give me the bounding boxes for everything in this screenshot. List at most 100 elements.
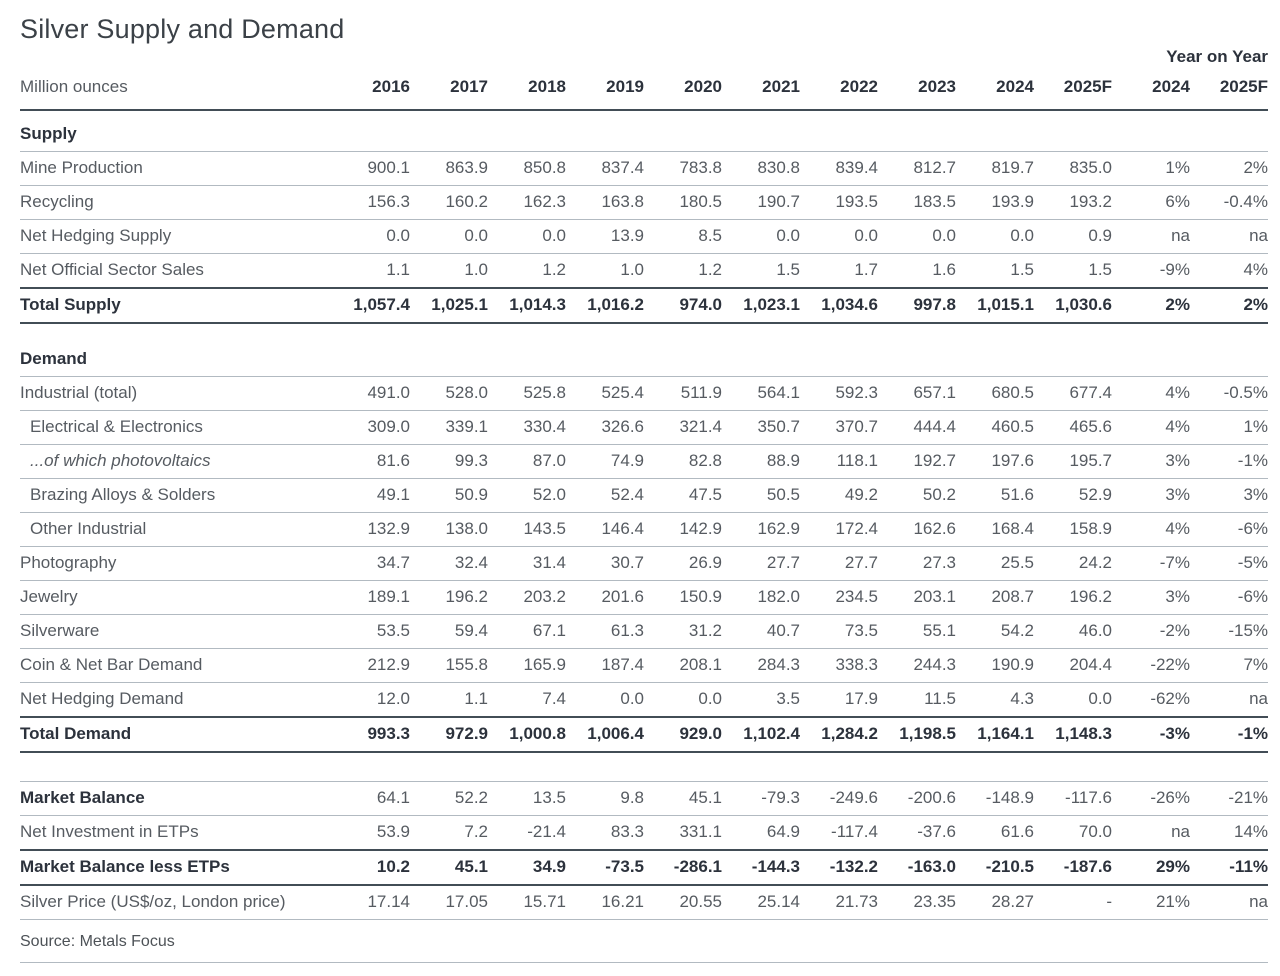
value-cell: 1,015.1 bbox=[956, 287, 1034, 324]
value-cell: 1,164.1 bbox=[956, 716, 1034, 753]
value-cell: 900.1 bbox=[332, 151, 410, 186]
value-cell: na bbox=[1190, 884, 1269, 920]
value-cell: 27.7 bbox=[722, 546, 800, 581]
row-label: Silverware bbox=[20, 614, 332, 649]
value-cell: 1,057.4 bbox=[332, 287, 410, 324]
value-cell: 972.9 bbox=[410, 716, 488, 753]
value-cell: 309.0 bbox=[332, 410, 410, 445]
value-cell: 203.2 bbox=[488, 580, 566, 615]
value-cell: 1.6 bbox=[878, 253, 956, 289]
value-cell: -11% bbox=[1190, 848, 1269, 886]
year-on-year-label: Year on Year bbox=[1166, 47, 1269, 66]
value-cell: 0.0 bbox=[1034, 682, 1112, 718]
table-row: Other Industrial 132.9 138.0 143.5 146.4 142.… bbox=[20, 512, 1269, 547]
total-row: Total Demand 993.3 972.9 1,000.8 1,006.4 929.… bbox=[20, 716, 1269, 753]
value-cell: 59.4 bbox=[410, 614, 488, 649]
year-column-header: 2025F bbox=[1034, 73, 1112, 111]
value-cell: 53.5 bbox=[332, 614, 410, 649]
value-cell: 1.2 bbox=[488, 253, 566, 289]
value-cell: 564.1 bbox=[722, 376, 800, 411]
year-column-header: 2023 bbox=[878, 73, 956, 111]
value-cell: 1,034.6 bbox=[800, 287, 878, 324]
value-cell: 143.5 bbox=[488, 512, 566, 547]
value-cell: 677.4 bbox=[1034, 376, 1112, 411]
table-row: Industrial (total) 491.0 528.0 525.8 525.4 51… bbox=[20, 376, 1269, 411]
value-cell: 27.7 bbox=[800, 546, 878, 581]
value-cell: 3.5 bbox=[722, 682, 800, 718]
value-cell: 350.7 bbox=[722, 410, 800, 445]
value-cell: 835.0 bbox=[1034, 151, 1112, 186]
table-row: Net Official Sector Sales 1.1 1.0 1.2 1.0 1.2… bbox=[20, 253, 1269, 289]
value-cell: 863.9 bbox=[410, 151, 488, 186]
value-cell: 67.1 bbox=[488, 614, 566, 649]
value-cell: 6% bbox=[1112, 185, 1190, 220]
year-column-header: 2024 bbox=[956, 73, 1034, 111]
value-cell: 0.0 bbox=[332, 219, 410, 254]
value-cell: -148.9 bbox=[956, 780, 1034, 816]
value-cell: 330.4 bbox=[488, 410, 566, 445]
value-cell: -62% bbox=[1112, 682, 1190, 718]
value-cell: -1% bbox=[1190, 444, 1269, 479]
row-label: Net Investment in ETPs bbox=[20, 815, 332, 850]
value-cell: 34.7 bbox=[332, 546, 410, 581]
value-cell: 193.9 bbox=[956, 185, 1034, 220]
value-cell: 1.0 bbox=[566, 253, 644, 289]
value-cell: 150.9 bbox=[644, 580, 722, 615]
value-cell: 34.9 bbox=[488, 848, 566, 886]
value-cell: -132.2 bbox=[800, 848, 878, 886]
value-cell: 1.5 bbox=[956, 253, 1034, 289]
value-cell: 47.5 bbox=[644, 478, 722, 513]
value-cell: -15% bbox=[1190, 614, 1269, 649]
value-cell: 1.7 bbox=[800, 253, 878, 289]
value-cell: 993.3 bbox=[332, 716, 410, 753]
value-cell: 3% bbox=[1112, 580, 1190, 615]
value-cell: 1.5 bbox=[1034, 253, 1112, 289]
value-cell: 1,025.1 bbox=[410, 287, 488, 324]
year-column-header: 2017 bbox=[410, 73, 488, 111]
value-cell: 52.0 bbox=[488, 478, 566, 513]
value-cell: 331.1 bbox=[644, 815, 722, 850]
value-cell: 20.55 bbox=[644, 884, 722, 920]
value-cell: 17.05 bbox=[410, 884, 488, 920]
value-cell: -117.4 bbox=[800, 815, 878, 850]
value-cell: 82.8 bbox=[644, 444, 722, 479]
value-cell: 87.0 bbox=[488, 444, 566, 479]
value-cell: - bbox=[1034, 884, 1112, 920]
value-cell: 21.73 bbox=[800, 884, 878, 920]
value-cell: 0.0 bbox=[488, 219, 566, 254]
supply-demand-table: Year on Year Million ounces 2016 2017 2018… bbox=[20, 47, 1269, 920]
value-cell: 511.9 bbox=[644, 376, 722, 411]
value-cell: 208.1 bbox=[644, 648, 722, 683]
value-cell: 81.6 bbox=[332, 444, 410, 479]
value-cell: -5% bbox=[1190, 546, 1269, 581]
value-cell: 201.6 bbox=[566, 580, 644, 615]
value-cell: 3% bbox=[1112, 478, 1190, 513]
value-cell: 11.5 bbox=[878, 682, 956, 718]
value-cell: 23.35 bbox=[878, 884, 956, 920]
section-label: Demand bbox=[20, 336, 1269, 377]
value-cell: 850.8 bbox=[488, 151, 566, 186]
value-cell: na bbox=[1190, 219, 1269, 254]
value-cell: 0.0 bbox=[956, 219, 1034, 254]
value-cell: 974.0 bbox=[644, 287, 722, 324]
value-cell: 1% bbox=[1190, 410, 1269, 445]
value-cell: 9.8 bbox=[566, 780, 644, 816]
value-cell: 30.7 bbox=[566, 546, 644, 581]
value-cell: -9% bbox=[1112, 253, 1190, 289]
value-cell: 0.0 bbox=[644, 682, 722, 718]
value-cell: 28.27 bbox=[956, 884, 1034, 920]
value-cell: 1,284.2 bbox=[800, 716, 878, 753]
value-cell: 190.9 bbox=[956, 648, 1034, 683]
value-cell: 51.6 bbox=[956, 478, 1034, 513]
row-label: Net Official Sector Sales bbox=[20, 253, 332, 289]
row-label: Jewelry bbox=[20, 580, 332, 615]
value-cell: 17.9 bbox=[800, 682, 878, 718]
value-cell: 45.1 bbox=[644, 780, 722, 816]
value-cell: 73.5 bbox=[800, 614, 878, 649]
year-column-header: 2019 bbox=[566, 73, 644, 111]
table-row: Silverware 53.5 59.4 67.1 61.3 31.2 40.7 73.5 55… bbox=[20, 614, 1269, 649]
value-cell: 0.9 bbox=[1034, 219, 1112, 254]
row-label: Brazing Alloys & Solders bbox=[20, 478, 332, 513]
year-column-header: 2018 bbox=[488, 73, 566, 111]
value-cell: -6% bbox=[1190, 580, 1269, 615]
